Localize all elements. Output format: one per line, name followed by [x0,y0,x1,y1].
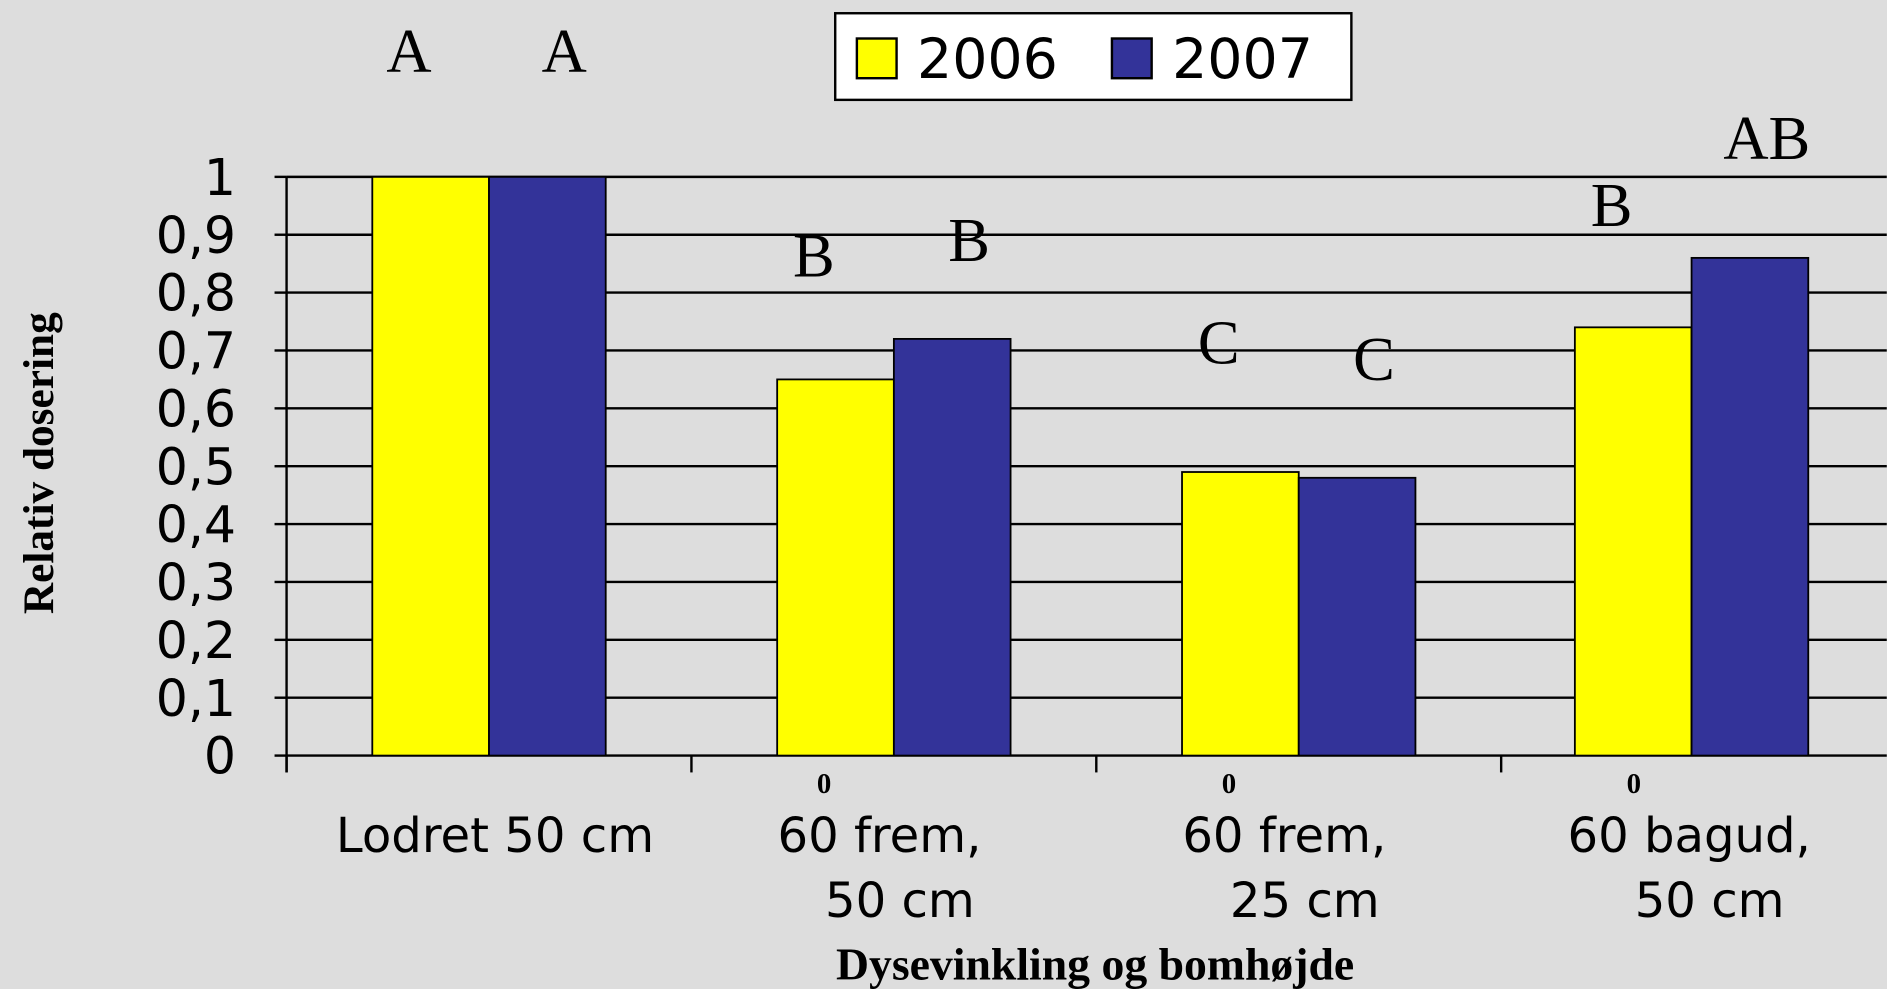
x-tick-label: 60 bagud, [1567,808,1810,864]
y-tick-label: 0,4 [156,495,236,554]
y-tick-label: 0,8 [156,264,236,323]
bar [488,175,607,757]
bar [892,338,1012,757]
legend-label: 2006 [917,28,1058,92]
significance-letter: A [386,16,431,86]
bar [1573,326,1693,757]
y-tick-label: 0,2 [156,611,236,670]
bar [1297,476,1417,757]
bar [776,378,895,757]
x-tick-label: Lodret 50 cm [336,808,654,864]
significance-letter: C [1198,307,1240,377]
significance-letter: A [542,16,587,86]
y-tick-label: 0 [204,727,236,786]
significance-letter: B [1591,170,1633,240]
x-tick-label: 60 frem, [777,808,981,864]
x-tick-label: 50 cm [825,873,975,929]
degree-mark: 0 [1627,768,1641,800]
y-axis-label: Relativ dosering [15,312,63,614]
x-tick-label: 50 cm [1635,873,1785,929]
bar [1181,471,1300,757]
bar [371,175,490,757]
x-tick-label: 60 frem, [1182,808,1386,864]
legend-swatch [855,37,898,80]
y-tick-label: 0,9 [156,206,236,265]
legend-box [834,12,1353,102]
degree-mark: 0 [1222,768,1236,800]
significance-letter: C [1353,324,1395,394]
y-tick-label: 0,6 [156,379,236,438]
y-tick-label: 0,3 [156,553,236,612]
legend-label: 2007 [1172,28,1313,92]
y-tick-label: 1 [204,148,236,207]
bar [1690,256,1810,757]
x-axis-label: Dysevinkling og bomhøjde [836,938,1354,989]
y-tick-label: 0,1 [156,669,236,728]
x-tick-label: 25 cm [1230,873,1380,929]
legend-swatch [1110,37,1153,80]
y-tick-label: 0,7 [156,322,236,381]
y-tick-label: 0,5 [156,437,236,496]
significance-letter: AB [1723,103,1810,173]
significance-letter: B [793,221,835,291]
degree-mark: 0 [817,768,831,800]
significance-letter: B [948,205,990,275]
